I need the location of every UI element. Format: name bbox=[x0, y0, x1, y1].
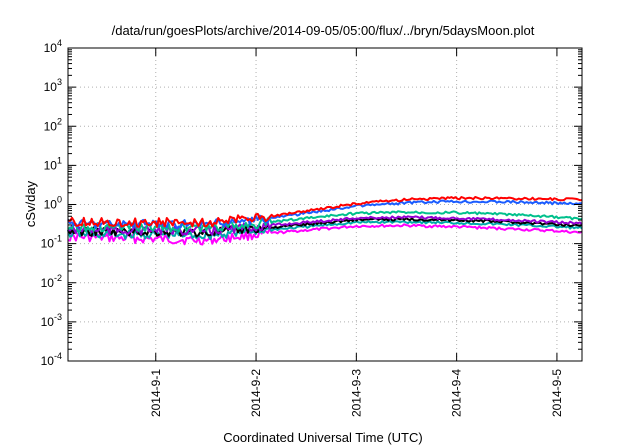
x-tick-label: 2014-9-5 bbox=[550, 369, 564, 417]
series-line bbox=[67, 196, 583, 228]
y-tick-label: 10-1 bbox=[41, 234, 62, 251]
x-tick-label: 2014-9-2 bbox=[249, 369, 263, 417]
x-axis-label: Coordinated Universal Time (UTC) bbox=[223, 430, 422, 445]
y-tick-label: 10-4 bbox=[41, 351, 62, 368]
y-tick-label: 10-2 bbox=[41, 273, 62, 290]
grid bbox=[68, 48, 582, 361]
series-line bbox=[67, 223, 583, 246]
y-axis-label: cSv/day bbox=[23, 180, 38, 227]
y-tick-label: 10-3 bbox=[41, 312, 62, 329]
y-tick-label: 100 bbox=[44, 195, 62, 212]
x-tick-label: 2014-9-3 bbox=[349, 369, 363, 417]
x-tick-label: 2014-9-1 bbox=[149, 369, 163, 417]
y-tick-label: 102 bbox=[44, 116, 62, 133]
y-tick-label: 101 bbox=[44, 155, 62, 172]
x-tick-label: 2014-9-4 bbox=[450, 369, 464, 417]
x-tick-labels: 2014-9-1 2014-9-2 2014-9-3 2014-9-4 2014-9-5 bbox=[149, 369, 564, 417]
series-line bbox=[67, 210, 583, 233]
y-tick-labels: 10-4 10-3 10-2 10-1 100 101 102 103 104 bbox=[41, 38, 62, 368]
chart-title: /data/run/goesPlots/archive/2014-09-05/0… bbox=[112, 23, 535, 38]
ticks bbox=[68, 47, 582, 362]
y-tick-label: 103 bbox=[44, 77, 62, 94]
series-group bbox=[67, 196, 583, 246]
y-tick-label: 104 bbox=[44, 38, 62, 55]
